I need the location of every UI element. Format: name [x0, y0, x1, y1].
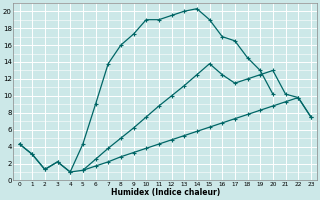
X-axis label: Humidex (Indice chaleur): Humidex (Indice chaleur) — [111, 188, 220, 197]
